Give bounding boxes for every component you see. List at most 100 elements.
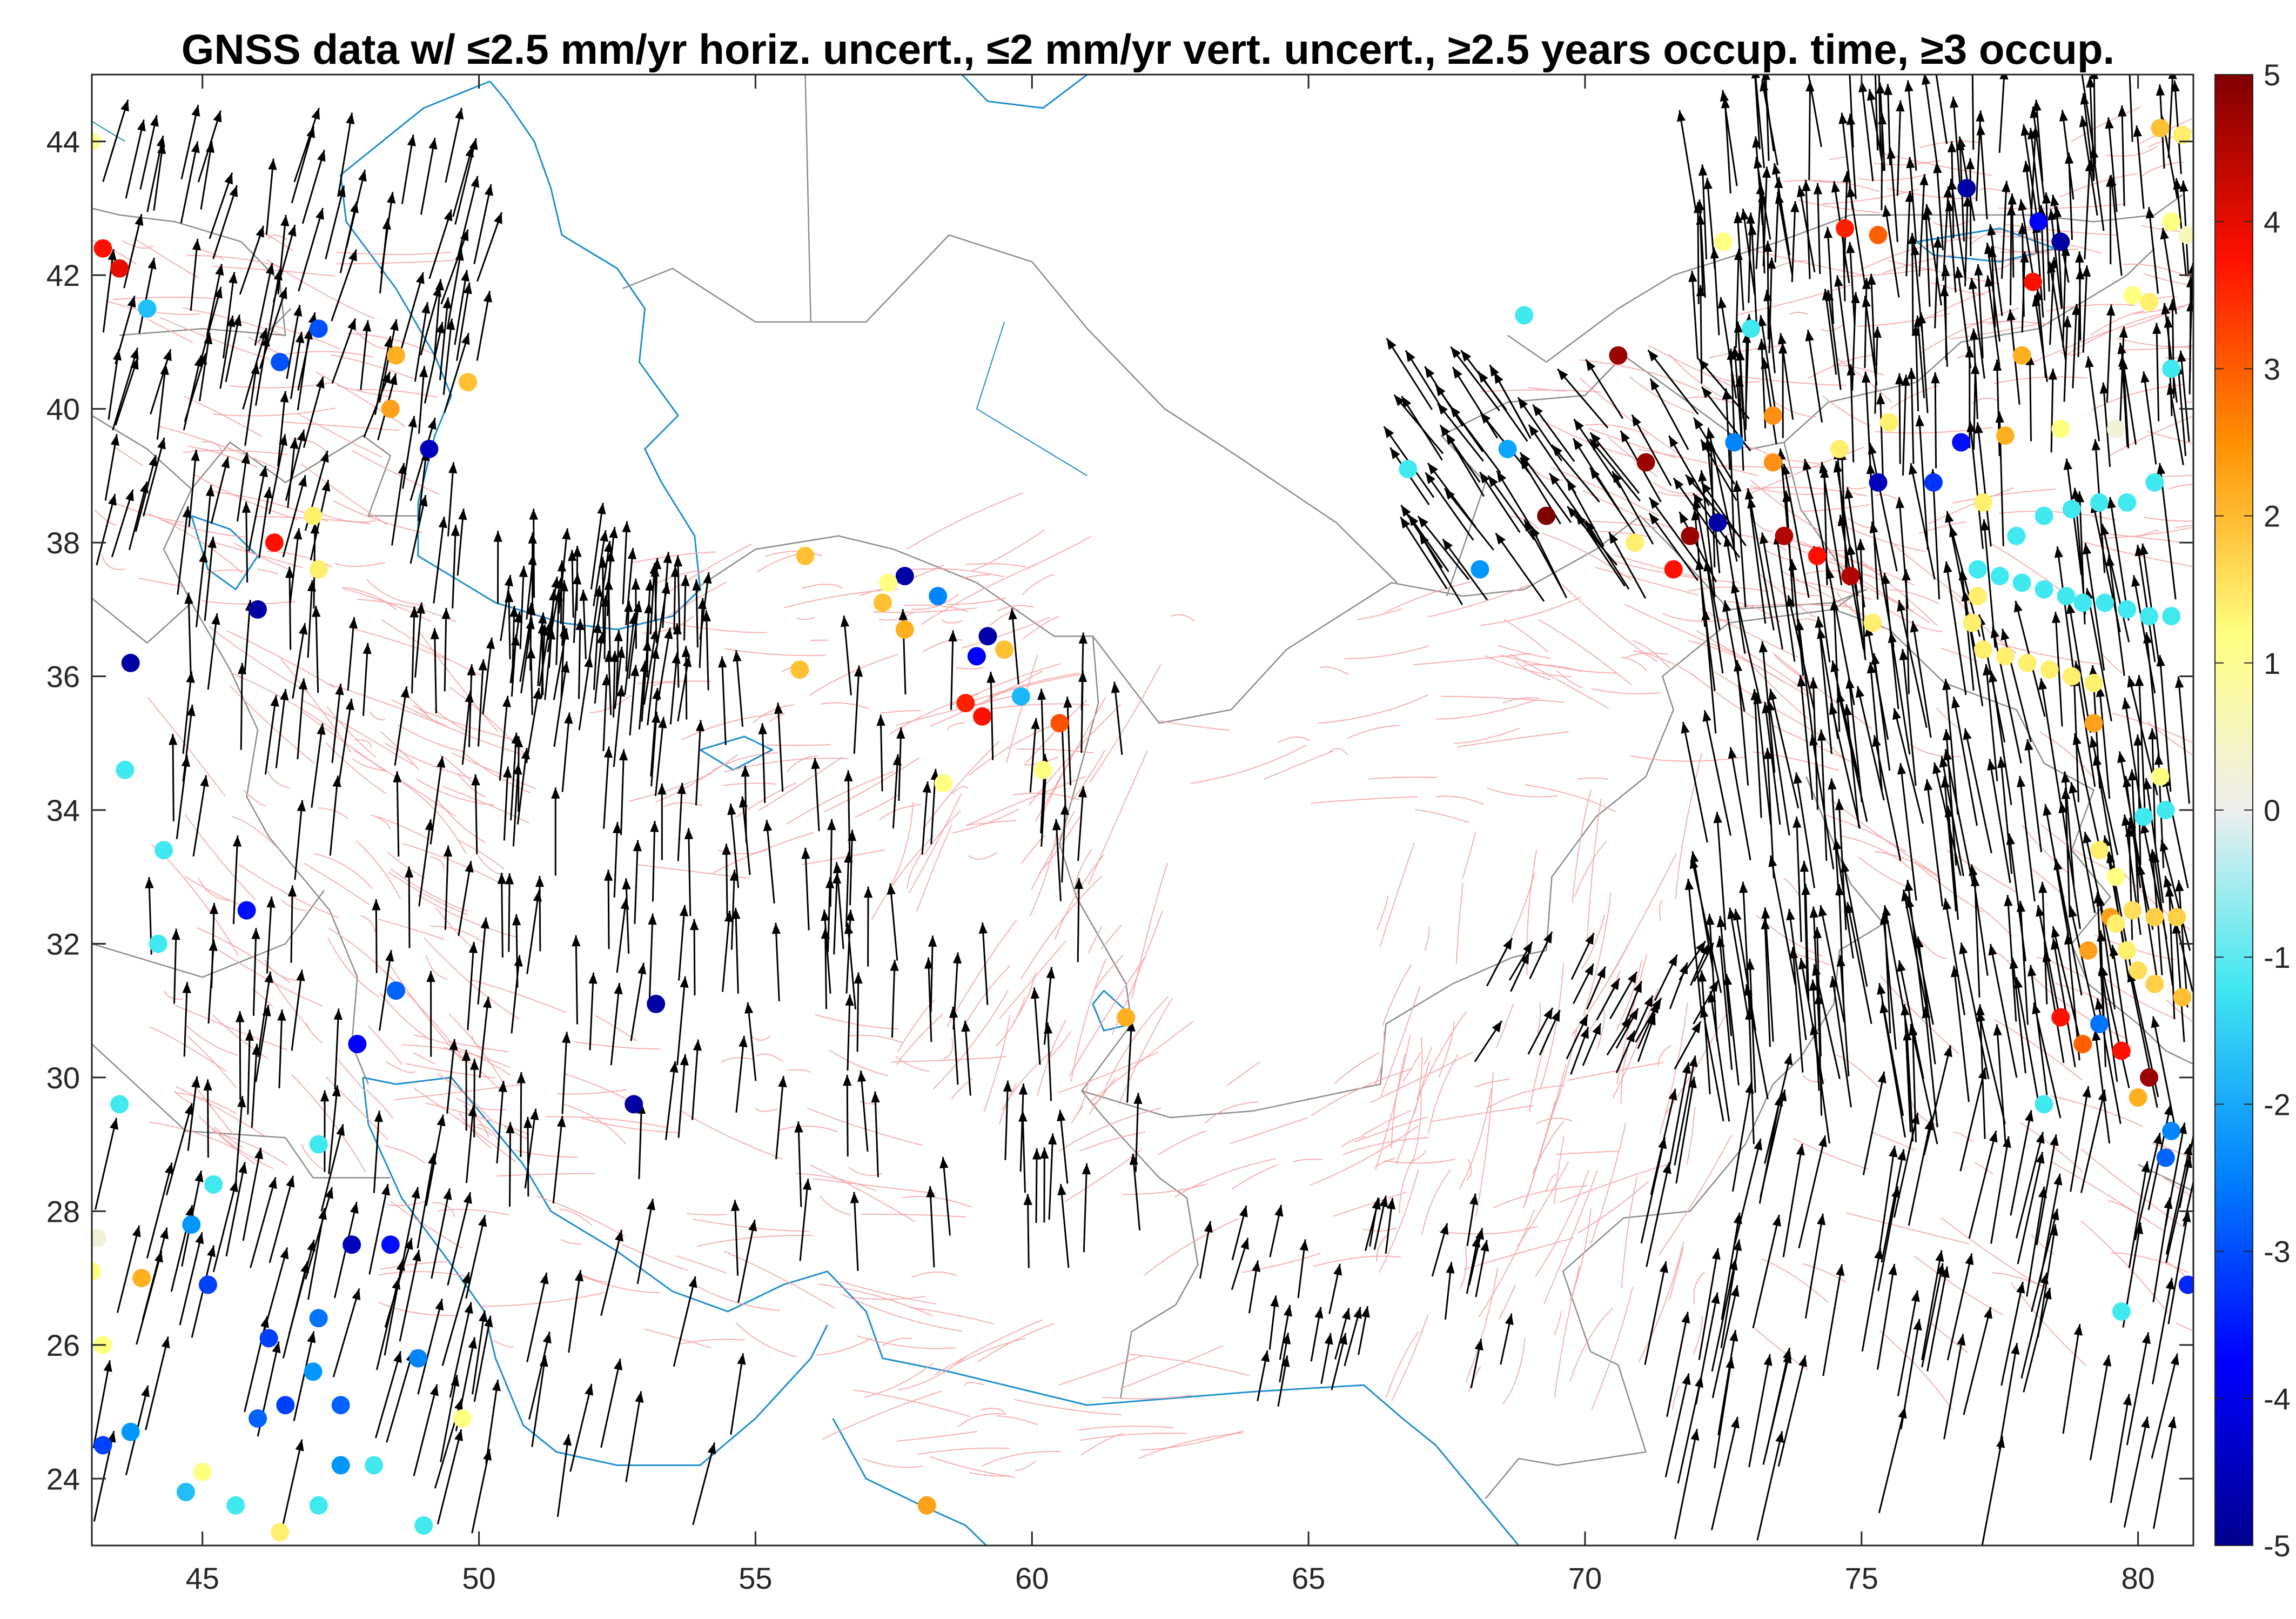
velocity-arrow-head <box>2082 265 2091 277</box>
velocity-arrow <box>499 695 509 781</box>
velocity-arrow-head <box>449 1039 458 1051</box>
fault-trace <box>139 577 185 588</box>
velocity-arrow <box>730 869 736 950</box>
velocity-arrow <box>265 158 274 235</box>
velocity-arrow-head <box>1333 1263 1342 1276</box>
fault-trace <box>891 1056 1006 1063</box>
velocity-arrow-head <box>1679 962 1688 975</box>
velocity-arrow <box>153 142 164 211</box>
velocity-arrow <box>1551 444 1600 503</box>
velocity-arrow <box>1893 1112 1919 1218</box>
velocity-arrow-head <box>1361 1306 1370 1318</box>
velocity-arrow <box>1060 1183 1070 1268</box>
fault-trace <box>1079 1131 1146 1152</box>
velocity-arrow-head <box>1877 983 1886 995</box>
fault-trace <box>896 1013 944 1065</box>
velocity-arrow-head <box>421 302 431 314</box>
velocity-arrow <box>692 1039 699 1120</box>
fault-trace <box>696 1285 781 1312</box>
velocity-arrow-head <box>509 606 519 617</box>
velocity-arrow-head <box>2145 207 2154 219</box>
fault-trace <box>1158 720 1230 731</box>
velocity-arrow-head <box>2117 751 2126 764</box>
fault-trace <box>1438 1021 1455 1078</box>
velocity-arrow <box>1004 1080 1009 1160</box>
velocity-arrow-head <box>1941 1266 1950 1279</box>
velocity-arrow-head <box>572 935 581 947</box>
velocity-arrow <box>556 1434 570 1517</box>
fault-trace <box>1102 1394 1192 1400</box>
velocity-arrow-head <box>845 994 854 1006</box>
fault-trace <box>1789 312 1808 315</box>
velocity-arrow-head <box>2106 304 2116 316</box>
velocity-arrow-head <box>198 353 207 365</box>
velocity-arrow-head <box>408 416 417 428</box>
fault-trace <box>2132 303 2193 315</box>
velocity-arrow <box>150 349 172 415</box>
velocity-arrow-head <box>2098 1089 2107 1101</box>
velocity-arrow <box>1817 616 1832 754</box>
fault-trace <box>1089 1077 1117 1115</box>
fault-trace <box>896 1431 977 1442</box>
velocity-arrow-head <box>1906 157 1915 169</box>
velocity-arrow-head <box>1844 487 1854 499</box>
velocity-arrow-head <box>1897 600 1906 612</box>
velocity-arrow-head <box>1987 759 1996 771</box>
velocity-arrow <box>1083 1163 1088 1253</box>
station-point <box>2040 660 2059 679</box>
velocity-arrow <box>219 315 234 389</box>
velocity-arrow-head <box>2161 303 2170 315</box>
fault-trace <box>735 782 797 819</box>
velocity-arrow <box>1959 1067 1986 1172</box>
velocity-arrow <box>195 551 206 627</box>
velocity-arrow-head <box>1586 359 1596 371</box>
fault-trace <box>723 782 776 786</box>
velocity-arrow <box>1849 75 1854 148</box>
y-tick-label: 32 <box>46 927 80 961</box>
station-point <box>2112 1041 2131 1060</box>
velocity-arrow <box>629 665 637 736</box>
velocity-arrow-head <box>1796 185 1805 198</box>
fault-trace <box>999 940 1066 1020</box>
velocity-arrow <box>1575 512 1626 587</box>
velocity-arrow <box>1749 497 1775 631</box>
velocity-arrow <box>1585 359 1624 419</box>
velocity-arrow-head <box>1941 265 1950 276</box>
fault-trace <box>314 853 373 889</box>
velocity-arrow <box>843 616 852 695</box>
velocity-arrow <box>206 264 223 336</box>
velocity-arrow <box>553 628 568 700</box>
velocity-arrow-head <box>1899 648 1908 660</box>
fault-trace <box>1022 616 1060 640</box>
velocity-arrow <box>524 1108 537 1189</box>
velocity-arrow <box>1436 403 1484 462</box>
fault-trace <box>989 608 1019 626</box>
fault-trace <box>1588 428 1677 459</box>
velocity-arrow-head <box>588 972 598 984</box>
velocity-arrow <box>1747 488 1767 624</box>
velocity-arrow <box>2177 677 2190 804</box>
velocity-arrow-head <box>619 749 628 761</box>
velocity-arrow-head <box>2186 276 2193 287</box>
fault-trace <box>183 450 288 456</box>
velocity-arrow-head <box>435 279 445 291</box>
velocity-arrow <box>328 1085 339 1174</box>
fault-trace <box>1802 1263 1847 1283</box>
velocity-arrow <box>396 771 400 857</box>
fault-trace <box>653 570 704 585</box>
velocity-arrow <box>1701 970 1711 1094</box>
velocity-arrow <box>176 755 188 839</box>
fault-trace <box>387 1200 428 1207</box>
velocity-arrow-head <box>674 555 683 567</box>
fault-trace <box>380 731 419 770</box>
velocity-arrow-head <box>297 800 306 812</box>
fault-trace <box>101 554 125 570</box>
velocity-arrow-head <box>293 305 303 317</box>
velocity-arrow <box>2159 655 2172 792</box>
fault-trace <box>1503 619 1549 653</box>
velocity-arrow <box>2136 125 2145 209</box>
velocity-arrow-head <box>479 1310 488 1322</box>
station-point <box>625 1095 643 1114</box>
fault-trace <box>514 1149 578 1158</box>
